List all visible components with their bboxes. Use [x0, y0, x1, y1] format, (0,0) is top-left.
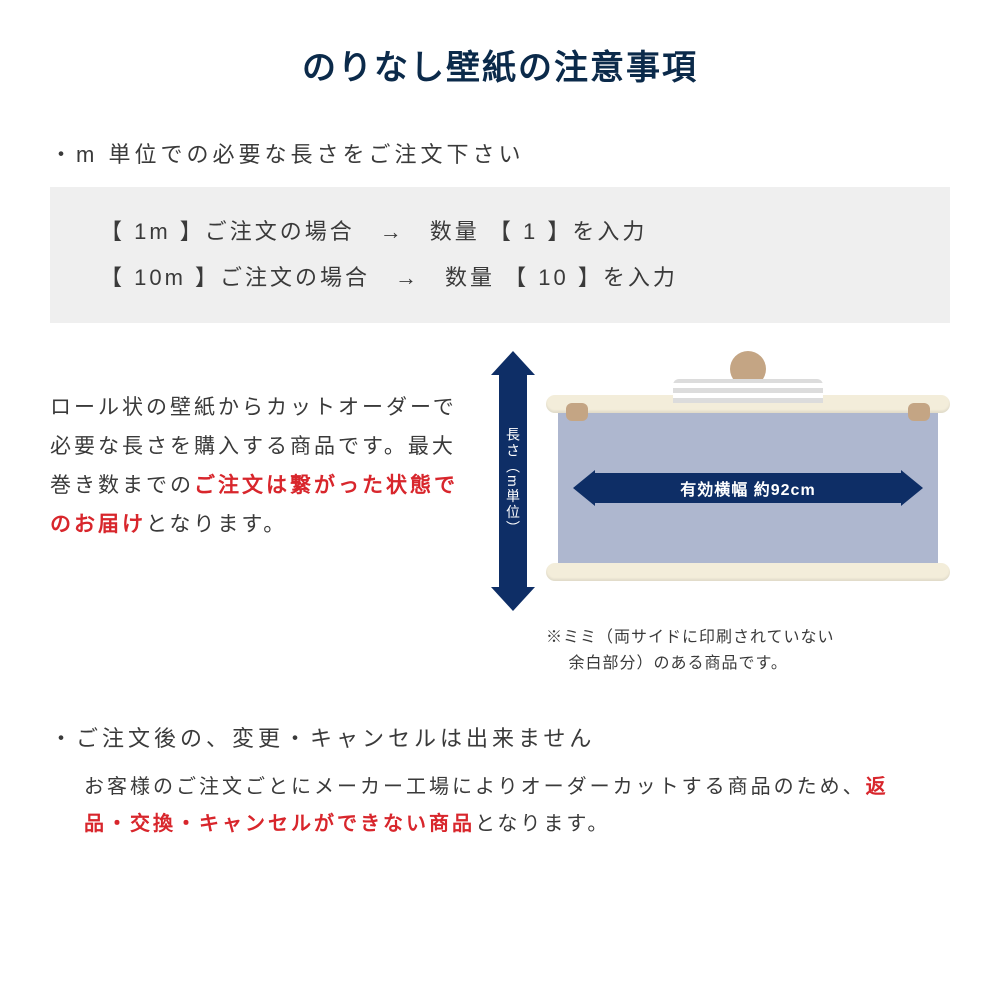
no-cancel-body: お客様のご注文ごとにメーカー工場によりオーダーカットする商品のため、返品・交換・…: [50, 769, 950, 843]
example-box: 【 1m 】ご注文の場合 → 数量 【 1 】を入力 【 10m 】ご注文の場合…: [50, 187, 950, 323]
person-icon: [668, 351, 828, 399]
example-line-2: 【 10m 】ご注文の場合 → 数量 【 10 】を入力: [100, 255, 900, 301]
arrow-right-icon: [901, 470, 923, 506]
arrow-up-icon: [491, 351, 535, 375]
arrow-down-icon: [491, 587, 535, 611]
vertical-arrow-label: 長さ（m単位）: [503, 427, 523, 537]
section-no-cancel: ・ご注文後の、変更・キャンセルは出来ません お客様のご注文ごとにメーカー工場によ…: [50, 721, 950, 843]
horizontal-arrow: 有効横幅 約92cm: [573, 468, 922, 508]
section-order-length: ・m 単位での必要な長さをご注文下さい 【 1m 】ご注文の場合 → 数量 【 …: [50, 137, 950, 677]
no-cancel-part-b: となります。: [475, 813, 610, 835]
page-title: のりなし壁紙の注意事項: [50, 40, 950, 89]
no-cancel-part-a: お客様のご注文ごとにメーカー工場によりオーダーカットする商品のため、: [84, 776, 866, 798]
arrow-left-icon: [573, 470, 595, 506]
heading-order-length: ・m 単位での必要な長さをご注文下さい: [50, 137, 950, 169]
wallpaper-roll-illustration: 有効横幅 約92cm: [546, 351, 950, 611]
size-diagram: 長さ（m単位） 有効横幅 約92cm: [490, 351, 950, 611]
roll-description: ロール状の壁紙からカットオーダーで必要な長さを購入する商品です。最大巻き数までの…: [50, 351, 470, 544]
horizontal-arrow-label: 有効横幅 約92cm: [595, 473, 900, 503]
example-line-1: 【 1m 】ご注文の場合 → 数量 【 1 】を入力: [100, 209, 900, 255]
mimi-footnote: ※ミミ（両サイドに印刷されていない 余白部分）のある商品です。: [490, 625, 950, 676]
roll-desc-part-b: となります。: [146, 513, 287, 536]
heading-no-cancel: ・ご注文後の、変更・キャンセルは出来ません: [50, 721, 950, 753]
vertical-arrow: 長さ（m単位）: [490, 351, 536, 611]
